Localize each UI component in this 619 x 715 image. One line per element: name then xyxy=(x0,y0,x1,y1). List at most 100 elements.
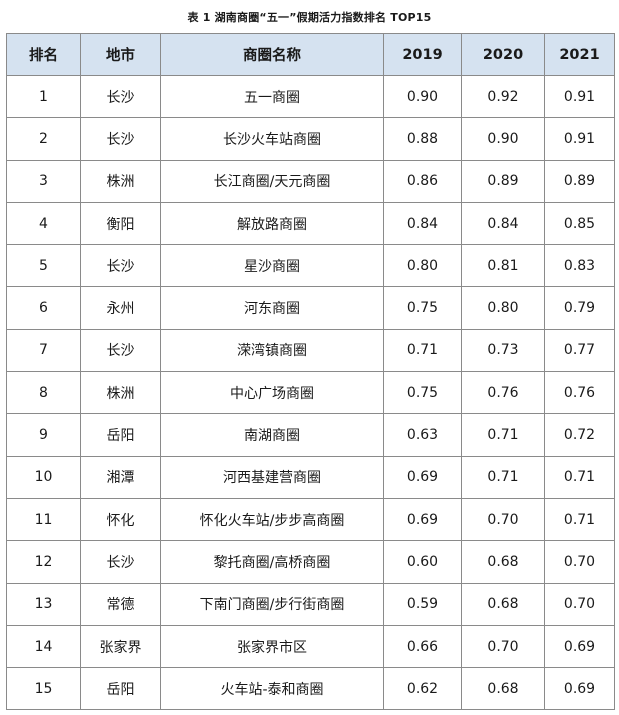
cell-2020: 0.68 xyxy=(461,582,545,626)
cell-2021: 0.70 xyxy=(544,540,615,584)
cell-district-name: 长沙火车站商圈 xyxy=(160,117,384,161)
cell-city: 株洲 xyxy=(80,159,161,203)
cell-2021: 0.72 xyxy=(544,413,615,457)
cell-2020: 0.81 xyxy=(461,244,545,288)
cell-2020: 0.80 xyxy=(461,286,545,330)
cell-city: 长沙 xyxy=(80,74,161,119)
cell-2020: 0.92 xyxy=(461,74,545,119)
cell-2019: 0.84 xyxy=(383,201,462,246)
cell-rank: 10 xyxy=(6,455,81,499)
cell-2020: 0.90 xyxy=(461,117,545,161)
cell-2021: 0.69 xyxy=(544,667,615,711)
table-row: 7 长沙 溁湾镇商圈 0.71 0.73 0.77 xyxy=(6,328,615,373)
cell-rank: 11 xyxy=(6,497,81,542)
cell-city: 常德 xyxy=(80,582,161,626)
cell-city: 长沙 xyxy=(80,244,161,288)
header-2020: 2020 xyxy=(461,33,545,76)
cell-district-name: 五一商圈 xyxy=(160,74,384,119)
cell-district-name: 河东商圈 xyxy=(160,286,384,330)
cell-rank: 14 xyxy=(6,624,81,669)
cell-district-name: 火车站-泰和商圈 xyxy=(160,667,384,711)
table-row: 8 株洲 中心广场商圈 0.75 0.76 0.76 xyxy=(6,371,615,415)
cell-2021: 0.83 xyxy=(544,244,615,288)
cell-rank: 2 xyxy=(6,117,81,161)
cell-2020: 0.71 xyxy=(461,413,545,457)
table-row: 2 长沙 长沙火车站商圈 0.88 0.90 0.91 xyxy=(6,117,615,161)
cell-2021: 0.79 xyxy=(544,286,615,330)
cell-city: 长沙 xyxy=(80,117,161,161)
header-district-name: 商圈名称 xyxy=(160,33,384,76)
cell-city: 株洲 xyxy=(80,371,161,415)
cell-2021: 0.69 xyxy=(544,624,615,669)
cell-2019: 0.75 xyxy=(383,371,462,415)
cell-2021: 0.77 xyxy=(544,328,615,373)
cell-rank: 5 xyxy=(6,244,81,288)
header-rank: 排名 xyxy=(6,33,81,76)
cell-2020: 0.89 xyxy=(461,159,545,203)
cell-2021: 0.71 xyxy=(544,497,615,542)
cell-2020: 0.70 xyxy=(461,497,545,542)
cell-2019: 0.88 xyxy=(383,117,462,161)
cell-rank: 1 xyxy=(6,74,81,119)
table-row: 3 株洲 长江商圈/天元商圈 0.86 0.89 0.89 xyxy=(6,159,615,203)
cell-2021: 0.85 xyxy=(544,201,615,246)
cell-rank: 12 xyxy=(6,540,81,584)
cell-city: 张家界 xyxy=(80,624,161,669)
table-row: 13 常德 下南门商圈/步行街商圈 0.59 0.68 0.70 xyxy=(6,582,615,626)
header-2021: 2021 xyxy=(544,33,615,76)
cell-district-name: 解放路商圈 xyxy=(160,201,384,246)
cell-2019: 0.59 xyxy=(383,582,462,626)
cell-2020: 0.71 xyxy=(461,455,545,499)
cell-district-name: 黎托商圈/高桥商圈 xyxy=(160,540,384,584)
cell-2021: 0.70 xyxy=(544,582,615,626)
table-row: 5 长沙 星沙商圈 0.80 0.81 0.83 xyxy=(6,244,615,288)
cell-city: 永州 xyxy=(80,286,161,330)
cell-2021: 0.71 xyxy=(544,455,615,499)
table-row: 10 湘潭 河西基建营商圈 0.69 0.71 0.71 xyxy=(6,455,615,499)
table-row: 9 岳阳 南湖商圈 0.63 0.71 0.72 xyxy=(6,413,615,457)
cell-2019: 0.63 xyxy=(383,413,462,457)
cell-2021: 0.91 xyxy=(544,117,615,161)
cell-district-name: 怀化火车站/步步高商圈 xyxy=(160,497,384,542)
table-row: 1 长沙 五一商圈 0.90 0.92 0.91 xyxy=(6,74,615,119)
cell-2020: 0.76 xyxy=(461,371,545,415)
cell-district-name: 星沙商圈 xyxy=(160,244,384,288)
cell-district-name: 中心广场商圈 xyxy=(160,371,384,415)
cell-2019: 0.69 xyxy=(383,455,462,499)
cell-2020: 0.68 xyxy=(461,667,545,711)
cell-city: 长沙 xyxy=(80,328,161,373)
table-body: 1 长沙 五一商圈 0.90 0.92 0.91 2 长沙 长沙火车站商圈 0.88 0.90 0.9… xyxy=(6,74,615,711)
cell-2021: 0.89 xyxy=(544,159,615,203)
cell-rank: 6 xyxy=(6,286,81,330)
header-2019: 2019 xyxy=(383,33,462,76)
cell-rank: 8 xyxy=(6,371,81,415)
cell-2020: 0.68 xyxy=(461,540,545,584)
cell-district-name: 南湖商圈 xyxy=(160,413,384,457)
header-city: 地市 xyxy=(80,33,161,76)
cell-city: 衡阳 xyxy=(80,201,161,246)
cell-district-name: 长江商圈/天元商圈 xyxy=(160,159,384,203)
cell-city: 怀化 xyxy=(80,497,161,542)
cell-rank: 7 xyxy=(6,328,81,373)
table-row: 11 怀化 怀化火车站/步步高商圈 0.69 0.70 0.71 xyxy=(6,497,615,542)
cell-rank: 4 xyxy=(6,201,81,246)
cell-district-name: 下南门商圈/步行街商圈 xyxy=(160,582,384,626)
cell-rank: 9 xyxy=(6,413,81,457)
cell-2019: 0.75 xyxy=(383,286,462,330)
table-header-row: 排名 地市 商圈名称 2019 2020 2021 xyxy=(6,33,615,76)
table-row: 4 衡阳 解放路商圈 0.84 0.84 0.85 xyxy=(6,201,615,246)
cell-2020: 0.73 xyxy=(461,328,545,373)
table-row: 6 永州 河东商圈 0.75 0.80 0.79 xyxy=(6,286,615,330)
table-row: 15 岳阳 火车站-泰和商圈 0.62 0.68 0.69 xyxy=(6,667,615,711)
cell-rank: 3 xyxy=(6,159,81,203)
cell-2020: 0.70 xyxy=(461,624,545,669)
cell-2019: 0.62 xyxy=(383,667,462,711)
cell-2019: 0.86 xyxy=(383,159,462,203)
cell-city: 湘潭 xyxy=(80,455,161,499)
cell-2019: 0.90 xyxy=(383,74,462,119)
cell-2019: 0.71 xyxy=(383,328,462,373)
ranking-table: 排名 地市 商圈名称 2019 2020 2021 1 长沙 五一商圈 0.90 0.9… xyxy=(6,33,615,711)
cell-district-name: 河西基建营商圈 xyxy=(160,455,384,499)
cell-city: 岳阳 xyxy=(80,413,161,457)
cell-2019: 0.69 xyxy=(383,497,462,542)
